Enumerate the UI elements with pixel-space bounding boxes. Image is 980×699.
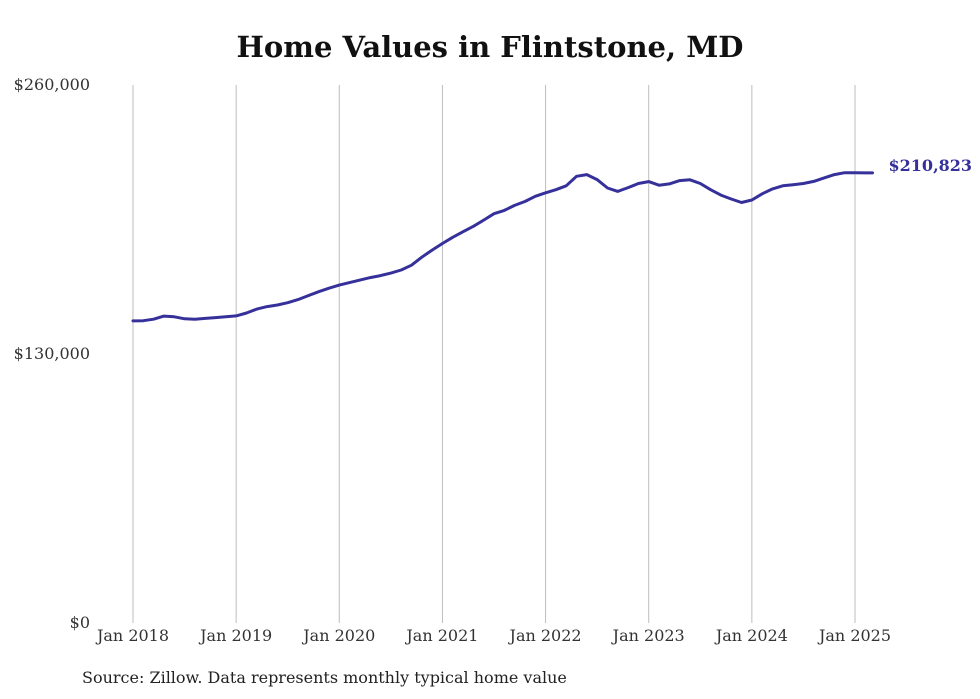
end-value-label: $210,823 (889, 156, 973, 175)
x-tick-label: Jan 2021 (404, 626, 478, 645)
x-tick-label: Jan 2018 (95, 626, 169, 645)
axis-labels: Jan 2018 Jan 2019 Jan 2020 Jan 2021 Jan 2022… (14, 75, 891, 645)
y-tick-label: $0 (70, 613, 90, 632)
x-tick-label: Jan 2020 (301, 626, 375, 645)
x-tick-label: Jan 2022 (508, 626, 582, 645)
source-note: Source: Zillow. Data represents monthly … (82, 668, 567, 687)
annotation-layer: $210,823 (889, 156, 973, 175)
x-tick-label: Jan 2024 (714, 626, 788, 645)
series-layer (131, 171, 874, 323)
x-tick-label: Jan 2025 (817, 626, 891, 645)
x-tick-label: Jan 2023 (611, 626, 685, 645)
y-tick-label: $130,000 (14, 344, 90, 363)
gridlines (132, 85, 856, 623)
x-tick-label: Jan 2019 (198, 626, 272, 645)
series-line (131, 171, 874, 323)
y-tick-label: $260,000 (14, 75, 90, 94)
chart-title: Home Values in Flintstone, MD (236, 30, 744, 64)
